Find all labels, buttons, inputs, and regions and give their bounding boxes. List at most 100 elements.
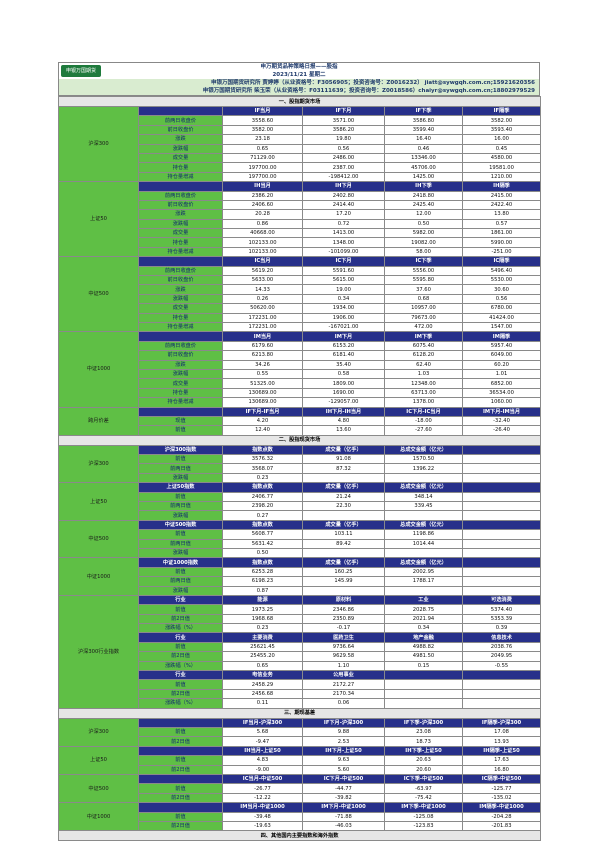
value-cell: 145.99 <box>302 576 385 587</box>
table-row: 中证1000 IM当月 IM下月 IM下季 IM隔季 <box>58 331 542 408</box>
row-label: 前两日值 <box>138 463 223 474</box>
value-cell: 40668.00 <box>222 228 303 239</box>
report-header: 申银万国期货 申万期货品种策略日报——股指 2023/11/21 星期二 申银万… <box>58 62 540 96</box>
value-cell: 20.60 <box>384 764 463 775</box>
value-cell: 23.08 <box>384 726 463 738</box>
value-cell: 12.00 <box>384 209 463 220</box>
column-header: 成交量（亿手） <box>302 557 385 568</box>
value-cell: 41424.00 <box>461 312 542 324</box>
row-label: 持仓量 <box>138 237 223 248</box>
empty-cell <box>461 491 542 503</box>
section-title: 四、其他国内主要指数和海外指数 <box>57 830 542 842</box>
column-header: IF下月-沪深300 <box>302 717 385 729</box>
value-cell: -9.00 <box>222 764 303 775</box>
table-row: 中证1000 IM当月-中证1000 IM下月-中证1000 IM下季-中证1000 I… <box>58 802 542 832</box>
value-cell: 4988.82 <box>384 641 463 653</box>
column-header: 工业 <box>384 594 463 606</box>
row-label: 前日收盘价 <box>138 124 223 136</box>
table-row: 沪深300 IF当月-沪深300 IF下月-沪深300 IF下季-沪深300 IF隔季-… <box>58 717 542 747</box>
column-header: IH当月-上证50 <box>222 745 303 757</box>
block-label: 中证1000 <box>58 557 139 596</box>
row-label: 涨跌幅 <box>138 585 223 596</box>
empty-cell <box>461 688 542 700</box>
value-cell: -39.82 <box>302 792 385 804</box>
block-label: 沪深300行业指数 <box>58 594 139 709</box>
row-label: 前值 <box>138 604 223 615</box>
value-cell: 0.06 <box>302 698 385 709</box>
value-cell: 103.11 <box>302 529 385 540</box>
row-label: 前2日值 <box>138 613 223 625</box>
row-label: 涨跌幅（%） <box>138 660 223 672</box>
table-row: 涨跌 34.26 35.40 62.40 60.20 <box>59 359 542 370</box>
value-cell: 63713.00 <box>384 387 463 399</box>
value-cell: 2386.20 <box>222 190 303 201</box>
value-cell: -71.88 <box>302 811 385 822</box>
value-cell: 1906.00 <box>302 312 385 324</box>
empty-cell <box>461 576 542 587</box>
column-header: IC下季-中证500 <box>384 773 463 785</box>
row-label: 涨跌 <box>138 134 223 145</box>
value-cell: 0.15 <box>384 660 463 672</box>
value-cell: 25621.45 <box>222 641 303 653</box>
value-cell: 5633.00 <box>222 275 303 286</box>
column-header: 地产金融 <box>384 632 463 643</box>
value-cell: 2002.95 <box>384 566 463 578</box>
table-row: 前值 -26.77 -44.77 -63.97 -125.77 <box>59 783 542 794</box>
table-row: 沪深300 沪深300指数 指数点数 成交量（亿手） 总成交金额（亿元） <box>58 444 542 484</box>
table-row: 上证50 上证50指数 指数点数 成交量（亿手） 总成交金额（亿元） <box>58 482 542 521</box>
value-cell: 0.65 <box>222 660 303 672</box>
empty-cell <box>461 500 542 512</box>
value-cell: 17.20 <box>302 209 385 220</box>
table-row: 二、股指现货市场 <box>57 434 542 446</box>
value-cell: 22.30 <box>302 500 385 512</box>
row-label: 涨跌幅 <box>138 368 223 380</box>
column-header: 指数点数 <box>222 444 303 456</box>
row-label: 前两日收盘价 <box>138 340 223 352</box>
empty-cell <box>302 510 385 521</box>
column-header: 可选消费 <box>461 594 542 606</box>
section-title: 一、股指期货市场 <box>57 96 542 107</box>
value-cell: 20.28 <box>222 209 303 220</box>
value-cell: 2038.76 <box>461 641 542 653</box>
value-cell: 2418.80 <box>384 190 463 201</box>
value-cell: 0.46 <box>384 143 463 154</box>
row-label: 前2日值 <box>138 764 223 775</box>
empty-cell <box>461 463 542 474</box>
value-cell: 0.58 <box>302 368 385 380</box>
table-row: 前2日值 -19.63 -46.03 -123.83 -201.83 <box>59 820 542 832</box>
table-body: 一、股指期货市场 沪深300 IF当月 IF下月 IF下季 IF隔季 前两日收盘价 3558.… <box>57 96 542 842</box>
empty-cell <box>461 529 542 540</box>
empty-cell <box>384 472 463 484</box>
value-cell: 6181.40 <box>302 350 385 361</box>
row-label: 持仓量 <box>138 162 223 173</box>
value-cell: -44.77 <box>302 783 385 794</box>
column-header: IH下季-上证50 <box>384 745 463 757</box>
column-header: 能源 <box>222 594 303 606</box>
column-header: IC隔季 <box>461 256 542 267</box>
empty-cell <box>461 482 542 493</box>
value-cell: -204.28 <box>461 811 542 822</box>
value-cell: 1968.68 <box>222 613 303 625</box>
value-cell: 6153.20 <box>302 340 385 352</box>
row-label: 涨跌 <box>138 284 223 295</box>
row-label: 前值 <box>138 425 223 436</box>
row-label: 涨跌幅 <box>138 510 223 521</box>
value-cell: 45706.00 <box>384 162 463 173</box>
column-header: IF隔季 <box>461 105 542 117</box>
column-header: IH下月-IH当月 <box>302 406 385 417</box>
value-cell: -198412.00 <box>302 171 385 183</box>
column-header: IF下月-IF当月 <box>222 406 303 417</box>
value-cell: -63.97 <box>384 783 463 794</box>
value-cell: 3558.60 <box>222 115 303 126</box>
block-label: 中证1000 <box>58 802 139 832</box>
table-row: 持仓量 172231.00 1906.00 79673.00 41424.00 <box>59 312 542 324</box>
value-cell: 12.40 <box>222 425 303 436</box>
value-cell: 1378.00 <box>384 397 463 408</box>
row-label: 前值 <box>138 811 223 822</box>
value-cell: 0.34 <box>384 623 463 634</box>
row-label: 前值 <box>138 679 223 690</box>
value-cell: 172231.00 <box>222 312 303 324</box>
row-label: 前值 <box>138 783 223 794</box>
value-cell: 472.00 <box>384 321 463 333</box>
empty-cell <box>461 566 542 578</box>
